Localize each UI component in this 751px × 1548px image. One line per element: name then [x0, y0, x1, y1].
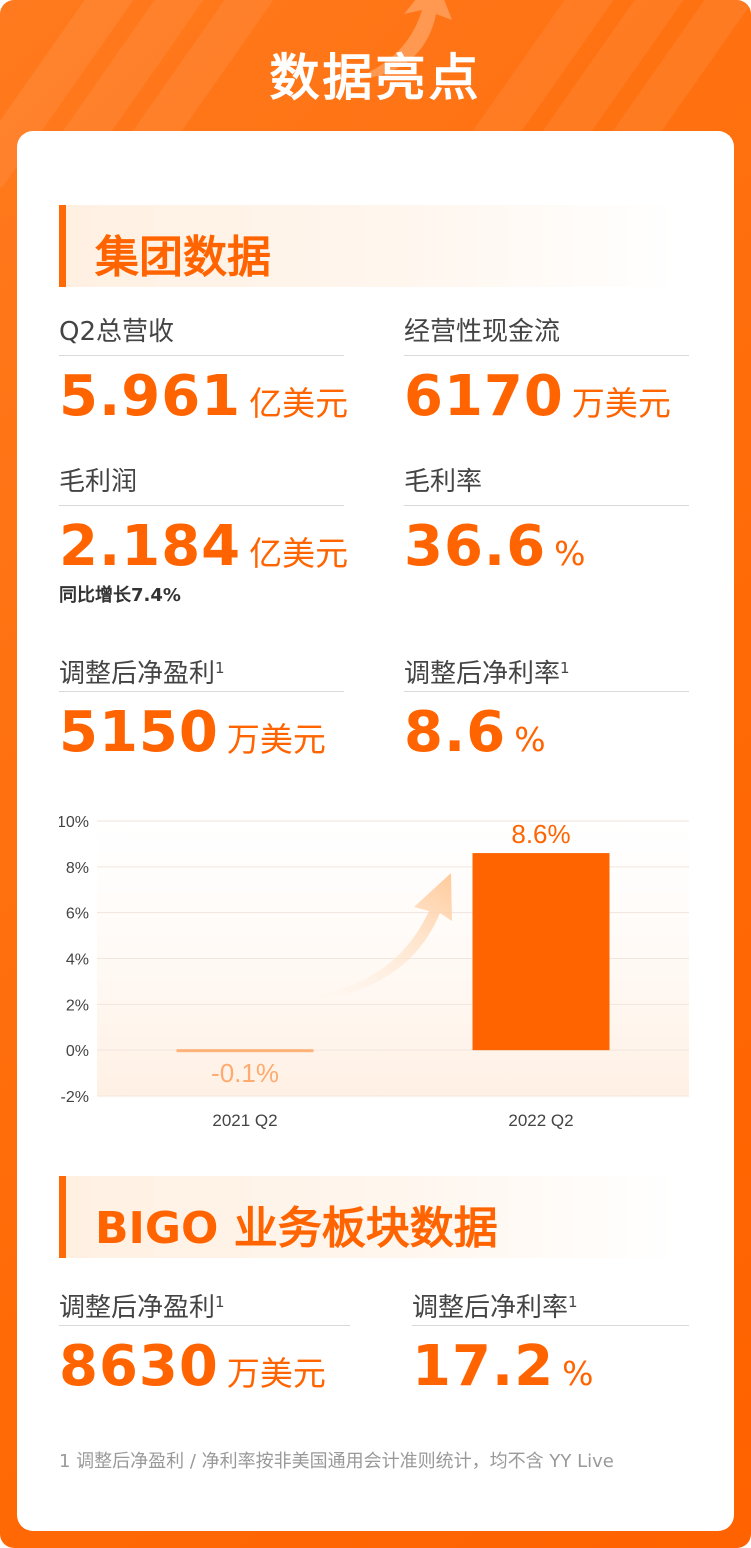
- metric-unit: %: [554, 534, 586, 573]
- metric-unit: 万美元: [571, 384, 671, 423]
- y-tick-label: 6%: [66, 906, 89, 923]
- metric-unit: 万美元: [226, 720, 326, 759]
- up-arrow-icon: [350, 0, 452, 80]
- metric-number: 36.6: [404, 514, 547, 579]
- metric-value: 6170 万美元: [404, 364, 689, 429]
- y-tick-label: -2%: [61, 1089, 89, 1106]
- footnote-marker: 1: [568, 1293, 578, 1311]
- metric-operating-cash-flow: 经营性现金流 6170 万美元: [404, 313, 689, 429]
- metric-revenue: Q2总营收 5.961 亿美元: [59, 313, 348, 429]
- metric-number: 5.961: [59, 364, 242, 429]
- y-tick-label: 4%: [66, 952, 89, 969]
- metric-gross-margin: 毛利率 36.6%: [404, 463, 689, 579]
- y-tick-label: 0%: [66, 1043, 89, 1060]
- chart-bar: [472, 853, 610, 1051]
- metric-value: 5150 万美元: [59, 700, 344, 765]
- group-section-title: 集团数据: [95, 232, 271, 283]
- metric-label: 毛利率: [404, 463, 689, 506]
- metric-number: 8630: [59, 1334, 219, 1399]
- content-card: 集团数据 Q2总营收 5.961 亿美元 经营性现金流 6170 万美元 毛利润 2…: [17, 131, 734, 1531]
- y-tick-label: 2%: [66, 997, 89, 1014]
- metric-number: 5150: [59, 700, 219, 765]
- metric-label: 调整后净盈利1: [59, 649, 344, 692]
- metric-label: Q2总营收: [59, 313, 344, 356]
- metric-number: 8.6: [404, 700, 507, 765]
- metric-value: 8630 万美元: [59, 1334, 350, 1399]
- metric-number: 17.2: [412, 1334, 555, 1399]
- section-accent-bar: [59, 205, 66, 287]
- footnote-text: 1 调整后净盈利 / 净利率按非美国通用会计准则统计，均不含 YY Live: [59, 1451, 614, 1472]
- chart-data-label: -0.1%: [211, 1058, 279, 1088]
- bigo-section-header: BIGO 业务板块数据: [59, 1176, 679, 1258]
- metric-adjusted-net-income: 调整后净盈利1 5150 万美元: [59, 649, 344, 765]
- footnote-marker: 1: [215, 1293, 225, 1311]
- metric-label: 调整后净盈利1: [59, 1283, 350, 1326]
- group-section-header: 集团数据: [59, 205, 679, 287]
- chart-bar: [176, 1049, 314, 1053]
- metric-label: 调整后净利率1: [404, 649, 689, 692]
- y-tick-label: 10%: [59, 814, 89, 831]
- metric-value: 8.6%: [404, 700, 689, 765]
- metric-label: 经营性现金流: [404, 313, 689, 356]
- x-tick-label: 2022 Q2: [508, 1111, 573, 1130]
- metric-value: 17.2%: [412, 1334, 689, 1399]
- x-tick-label: 2021 Q2: [212, 1111, 277, 1130]
- chart-data-label: 8.6%: [511, 819, 570, 849]
- metric-unit: %: [514, 720, 546, 759]
- metric-unit: %: [562, 1354, 594, 1393]
- y-tick-label: 8%: [66, 860, 89, 877]
- metric-unit: 亿美元: [249, 384, 349, 423]
- metric-adjusted-net-margin: 调整后净利率1 8.6%: [404, 649, 689, 765]
- footnote-marker: 1: [560, 659, 570, 677]
- metric-number: 6170: [404, 364, 564, 429]
- metric-gross-profit: 毛利润 2.184 亿美元 同比增长7.4%: [59, 463, 348, 607]
- footnote-marker: 1: [215, 659, 225, 677]
- metric-value: 2.184 亿美元: [59, 514, 348, 579]
- bigo-section-title: BIGO 业务板块数据: [95, 1203, 498, 1254]
- metric-unit: 亿美元: [249, 534, 349, 573]
- bigo-metric-adjusted-net-margin: 调整后净利率1 17.2%: [412, 1283, 689, 1399]
- metric-value: 5.961 亿美元: [59, 364, 348, 429]
- metric-number: 2.184: [59, 514, 242, 579]
- metric-growth-note: 同比增长7.4%: [59, 585, 181, 606]
- metric-value: 36.6%: [404, 514, 689, 579]
- bigo-metric-adjusted-net-income: 调整后净盈利1 8630 万美元: [59, 1283, 350, 1399]
- growth-arrow-icon: [264, 873, 452, 1000]
- metric-unit: 万美元: [226, 1354, 326, 1393]
- metric-label: 调整后净利率1: [412, 1283, 689, 1326]
- net-margin-bar-chart: -2% 0% 2% 4% 6% 8% 10% -0.1% 2021 Q2 8.6% 2022 Q2: [59, 814, 689, 1130]
- metric-label: 毛利润: [59, 463, 344, 506]
- section-accent-bar: [59, 1176, 66, 1258]
- page-title: 数据亮点: [269, 49, 482, 107]
